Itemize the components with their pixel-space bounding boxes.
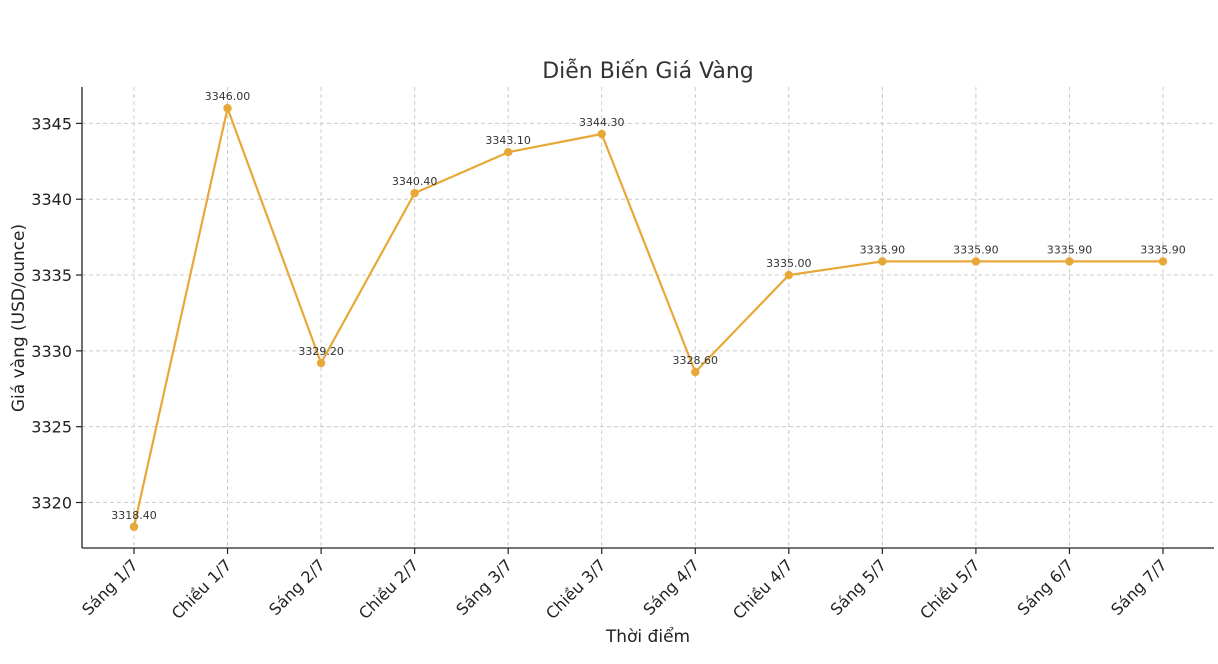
x-tick-label: Chiều 1/7 <box>168 555 236 623</box>
data-label: 3328.60 <box>673 354 719 367</box>
data-label: 3335.90 <box>953 243 999 256</box>
data-label: 3335.90 <box>860 243 906 256</box>
x-tick-label: Sáng 6/7 <box>1014 555 1078 619</box>
x-tick-label: Chiều 5/7 <box>916 555 984 623</box>
x-tick-label: Chiều 3/7 <box>542 555 610 623</box>
x-tick-label: Sáng 4/7 <box>639 555 703 619</box>
data-point <box>223 104 232 113</box>
data-point <box>129 522 139 531</box>
data-labels: 3318.40 3346.00 3329.20 3340.40 3343.10 3344.… <box>111 90 1186 522</box>
data-label: 3340.40 <box>392 175 438 188</box>
axes-layer <box>76 87 1214 554</box>
y-tick-label: 3330 <box>31 342 72 361</box>
x-tick-label: Sáng 7/7 <box>1107 555 1171 619</box>
data-label: 3344.30 <box>579 116 625 129</box>
chart-title: Diễn Biến Giá Vàng <box>542 58 754 84</box>
y-tick-label: 3340 <box>31 190 72 209</box>
x-tick-label: Sáng 3/7 <box>452 555 516 619</box>
data-label: 3335.90 <box>1047 243 1093 256</box>
x-tick-label: Sáng 1/7 <box>78 555 142 619</box>
y-tick-label: 3345 <box>31 114 72 133</box>
series-line <box>132 107 1163 528</box>
series-layer <box>129 104 1168 531</box>
x-tick-label: Chiều 4/7 <box>729 555 797 623</box>
data-label: 3318.40 <box>111 509 157 522</box>
y-tick-label: 3320 <box>31 494 72 513</box>
data-point <box>1158 257 1168 266</box>
y-axis-label: Giá vàng (USD/ounce) <box>9 224 29 412</box>
y-tick-label: 3325 <box>31 418 72 437</box>
data-point <box>503 148 513 157</box>
data-point <box>971 257 981 266</box>
data-label: 3329.20 <box>298 345 344 358</box>
data-point <box>597 129 606 139</box>
data-point <box>410 188 419 198</box>
data-label: 3346.00 <box>205 90 251 103</box>
data-point <box>1065 257 1074 266</box>
x-tick-label: Chiều 2/7 <box>355 555 423 623</box>
x-axis-label: Thời điểm <box>605 626 690 647</box>
data-point <box>316 358 326 368</box>
data-point <box>878 257 887 266</box>
x-tick-label: Sáng 2/7 <box>265 555 329 619</box>
data-point <box>691 367 700 377</box>
x-tick-labels: Sáng 1/7 Chiều 1/7 Sáng 2/7 Chiều 2/7 Sáng 3… <box>78 555 1171 623</box>
y-tick-label: 3335 <box>31 266 72 285</box>
data-label: 3335.90 <box>1140 243 1186 256</box>
y-tick-labels: 3320 3325 3330 3335 3340 3345 <box>31 114 72 512</box>
data-label: 3335.00 <box>766 257 812 270</box>
x-tick-label: Sáng 5/7 <box>826 555 890 619</box>
data-label: 3343.10 <box>485 134 531 147</box>
data-point <box>784 270 794 280</box>
grid-layer <box>82 87 1214 548</box>
